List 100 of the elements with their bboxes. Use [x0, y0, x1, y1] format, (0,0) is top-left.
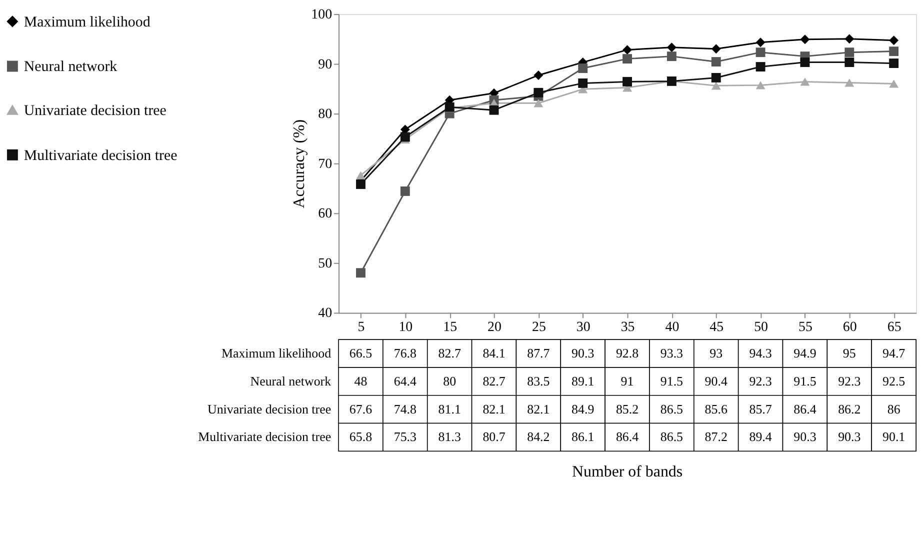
data-label: 85.6: [704, 401, 728, 416]
point: [711, 44, 721, 54]
point: [889, 80, 899, 88]
y-tick-label: 40: [318, 306, 332, 322]
data-label: 66.5: [349, 346, 372, 361]
text: Maximum likelihood: [221, 346, 332, 361]
x-tick-label: 15: [443, 320, 458, 336]
y-tick-label: 70: [318, 156, 332, 172]
data-label: 84.1: [482, 346, 506, 361]
data-label: 87.2: [704, 429, 728, 444]
data-label: 90.4: [704, 373, 728, 388]
point: [844, 78, 854, 87]
data-label: 48: [354, 373, 368, 388]
y-tick-label: 90: [318, 57, 332, 72]
x-tick-label: 45: [710, 320, 724, 336]
data-label: 82.7: [438, 346, 462, 361]
data-label: 86.1: [572, 429, 594, 444]
data-label: 86.5: [660, 401, 684, 416]
data-label: 92.5: [882, 373, 906, 388]
point: [578, 64, 588, 73]
data-label: 81.3: [438, 429, 461, 444]
x-tick-label: 60: [842, 320, 857, 336]
text: Univariate decision tree: [207, 401, 332, 416]
data-label: 76.8: [394, 346, 416, 361]
data-label: 91.5: [794, 373, 816, 388]
data-label: 64.4: [394, 373, 418, 388]
y-tick-label: 60: [318, 206, 332, 222]
x-tick-label: 50: [754, 320, 768, 336]
data-label: 92.3: [838, 373, 861, 388]
data-label: 90.3: [838, 429, 861, 444]
data-label: 75.3: [394, 429, 416, 444]
point: [622, 54, 632, 64]
point: [356, 180, 366, 189]
point: [356, 268, 366, 278]
point: [889, 46, 899, 56]
data-label: 80: [443, 373, 456, 388]
point: [534, 70, 544, 80]
point: [756, 38, 766, 48]
data-label: 92.8: [616, 346, 639, 361]
data-label: 85.2: [616, 401, 639, 416]
data-label: 82.1: [482, 401, 506, 416]
data-label: 94.7: [882, 346, 906, 361]
point: [711, 57, 721, 67]
legend-label: Maximum likelihood: [24, 14, 151, 30]
data-label: 84.2: [527, 429, 550, 444]
data-label: 91: [620, 373, 634, 388]
point: [756, 81, 766, 90]
data-label: 90.3: [572, 346, 594, 361]
data-label: 67.6: [349, 401, 373, 416]
data-label: 83.5: [527, 373, 550, 388]
data-label: 90.1: [882, 429, 906, 444]
data-label: 94.9: [794, 346, 816, 361]
x-tick-label: 35: [620, 320, 635, 336]
legend-label: Neural network: [24, 59, 118, 76]
data-label: 82.1: [527, 401, 550, 416]
point: [889, 58, 899, 68]
data-label: 89.4: [749, 429, 772, 444]
x-tick-label: 10: [398, 320, 413, 336]
y-tick-label: 100: [311, 7, 332, 22]
point: [534, 88, 544, 98]
data-label: 92.3: [749, 373, 772, 388]
data-label: 86.2: [838, 401, 861, 416]
point: [666, 42, 676, 52]
y-tick-label: 80: [318, 107, 332, 122]
text: Multivariate decision tree: [198, 429, 332, 444]
data-label: 94.3: [749, 346, 772, 361]
data-label: 74.8: [394, 401, 416, 416]
point: [711, 72, 721, 82]
data-label: 65.8: [349, 429, 372, 444]
point: [889, 36, 899, 46]
legend-label: Univariate decision tree: [24, 103, 167, 120]
y-axis-title: Accuracy (%): [291, 119, 308, 208]
data-label: 89.1: [572, 373, 594, 388]
data-label: 86.5: [660, 429, 684, 444]
x-tick-label: 20: [488, 320, 502, 336]
data-label: 95: [842, 346, 856, 361]
data-label: 87.7: [527, 346, 550, 361]
point: [622, 76, 632, 86]
point: [844, 48, 854, 58]
data-label: 82.7: [482, 373, 506, 388]
point: [400, 132, 410, 142]
legend-label: Multivariate decision tree: [24, 148, 178, 164]
data-label: 86.4: [616, 429, 640, 444]
data-label: 93: [710, 346, 723, 361]
point: [622, 45, 632, 55]
x-tick-label: 25: [532, 320, 546, 336]
text: Number of bands: [572, 463, 683, 480]
data-label: 86: [887, 401, 901, 416]
point: [844, 34, 854, 44]
data-label: 93.3: [660, 346, 684, 361]
x-tick-label: 55: [798, 320, 812, 336]
y-tick-label: 50: [318, 256, 332, 272]
data-label: 85.7: [749, 401, 772, 416]
point: [356, 171, 366, 180]
data-label: 80.7: [482, 429, 506, 444]
x-tick-label: 65: [887, 320, 902, 336]
point: [578, 78, 588, 88]
point: [756, 48, 766, 58]
text: Neural network: [250, 373, 332, 388]
x-tick-label: 30: [576, 320, 590, 336]
